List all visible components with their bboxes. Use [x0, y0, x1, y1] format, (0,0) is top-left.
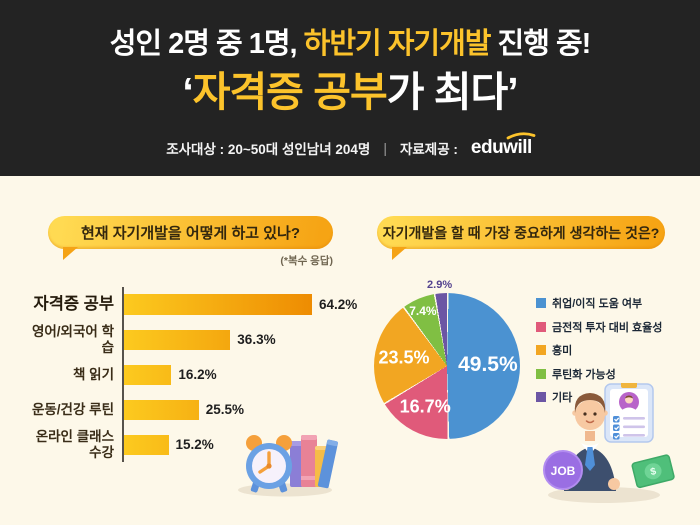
bar — [124, 364, 172, 385]
eduwill-logo-text: eduwill — [470, 137, 532, 158]
bar-row: 영어/외국어 학습 36.3% — [24, 322, 369, 357]
legend-swatch — [536, 321, 546, 332]
legend-label: 기타 — [552, 392, 573, 404]
bar-chart: 자격증 공부 64.2% 영어/외국어 학습 36.3% 책 읽기 16.2% 운동/건강 … — [24, 287, 369, 462]
pie-circle — [374, 293, 520, 439]
legend-swatch — [536, 368, 546, 379]
bar-value-label: 25.5% — [205, 402, 244, 417]
headline-text: 진행 중! — [490, 28, 592, 60]
bar — [124, 329, 231, 350]
bar-cell: 64.2% — [122, 287, 369, 322]
dollar-sign: $ — [649, 466, 657, 478]
bar — [124, 399, 199, 420]
body: 현재 자기개발을 어떻게 하고 있나? (*복수 응답) 자격증 공부 64.2%… — [0, 176, 700, 525]
job-seeker-illustration: $ JOB — [543, 383, 675, 503]
legend-item: 취업/이직 도움 여부 — [536, 295, 662, 311]
headline-highlight: 자격증 공부 — [192, 69, 388, 115]
headline-text: 성인 2명 중 1명, — [109, 28, 304, 60]
pie-chart: 49.5% 16.7% 23.5% 7.4% 2.9% — [374, 279, 520, 439]
bar-category-label: 책 읽기 — [72, 366, 114, 382]
bar-row: 책 읽기 16.2% — [24, 357, 369, 392]
alarm-clock-icon — [246, 435, 292, 493]
pie-slice-label: 7.4% — [409, 304, 437, 319]
pie-chart-title: 자기개발을 할 때 가장 중요하게 생각하는 것은? — [382, 224, 660, 241]
eduwill-logo: eduwill — [470, 132, 536, 159]
legend-item: 루틴화 가능성 — [536, 366, 662, 382]
bar-cell: 25.5% — [122, 392, 369, 427]
headline-line1: 성인 2명 중 1명, 하반기 자기개발 진행 중! — [0, 20, 700, 62]
bar-value-label: 15.2% — [175, 437, 214, 452]
header: 성인 2명 중 1명, 하반기 자기개발 진행 중! ‘자격증 공부가 최다’ … — [0, 0, 700, 176]
bubble-tail — [392, 247, 407, 260]
bar-chart-title-bubble: 현재 자기개발을 어떻게 하고 있나? — [48, 216, 333, 260]
headline-text: ‘ — [182, 69, 193, 115]
legend-swatch — [536, 392, 546, 402]
alarm-clock-and-books-illustration — [238, 435, 338, 497]
pie-slice-label: 2.9% — [427, 278, 453, 291]
bar-row: 운동/건강 루틴 25.5% — [24, 392, 369, 427]
pie-slice-label: 23.5% — [378, 347, 430, 368]
bar-category-label: 자격증 공부 — [33, 295, 114, 314]
pie-slice-label: 49.5% — [458, 353, 518, 377]
survey-info: 조사대상 : 20~50대 성인남녀 204명 | 자료제공 : eduwill — [0, 132, 700, 159]
pie-chart-title-bubble: 자기개발을 할 때 가장 중요하게 생각하는 것은? — [377, 216, 665, 260]
legend-label: 흥미 — [552, 345, 573, 357]
pie-slice-label: 16.7% — [399, 396, 451, 416]
bar-value-label: 16.2% — [178, 367, 217, 382]
bubble-tail — [63, 247, 78, 260]
legend-label: 금전적 투자 대비 효율성 — [552, 321, 663, 334]
legend-item: 기타 — [536, 389, 662, 405]
legend-label: 루틴화 가능성 — [552, 368, 616, 381]
bar-cell: 16.2% — [122, 357, 369, 392]
bar-value-label: 64.2% — [319, 297, 358, 312]
headline-line2: ‘자격증 공부가 최다’ — [0, 58, 700, 118]
bar — [124, 294, 312, 315]
legend-swatch — [536, 298, 546, 308]
bar — [124, 434, 169, 455]
headline-text: 가 최다’ — [386, 69, 519, 115]
legend-swatch — [536, 345, 546, 355]
divider: | — [383, 140, 387, 156]
job-badge-text: JOB — [551, 464, 576, 478]
bar-category-label: 온라인 클래스 수강 — [35, 429, 114, 460]
job-badge-icon: JOB — [543, 450, 583, 490]
bar-row: 자격증 공부 64.2% — [24, 287, 369, 322]
bar-category-label: 운동/건강 루틴 — [31, 401, 114, 417]
legend-item: 금전적 투자 대비 효율성 — [536, 319, 662, 335]
legend-item: 흥미 — [536, 342, 662, 358]
bar-row: 온라인 클래스 수강 15.2% — [24, 427, 369, 462]
money-icon: $ — [631, 454, 675, 489]
books-icon — [290, 435, 338, 489]
survey-target: 조사대상 : 20~50대 성인남녀 204명 — [166, 142, 371, 157]
multiple-response-note: (*복수 응답) — [280, 255, 333, 267]
bar-chart-title: 현재 자기개발을 어떻게 하고 있나? — [80, 225, 301, 242]
legend-label: 취업/이직 도움 여부 — [552, 298, 643, 310]
bar-cell: 15.2% — [122, 427, 369, 462]
bar-cell: 36.3% — [122, 322, 369, 357]
resume-clipboard-icon — [604, 383, 654, 443]
headline-highlight: 하반기 자기개발 — [303, 28, 492, 60]
bar-value-label: 36.3% — [237, 332, 276, 347]
source-label: 자료제공 : — [399, 142, 458, 157]
logo-swoosh-icon — [506, 132, 536, 140]
bar-category-label: 영어/외국어 학습 — [31, 324, 114, 355]
